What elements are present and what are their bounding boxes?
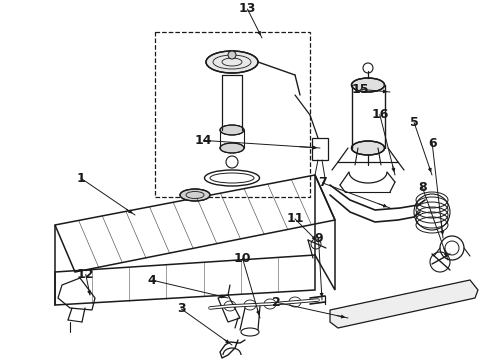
Text: 15: 15 (351, 83, 369, 96)
Ellipse shape (220, 143, 244, 153)
Text: 8: 8 (418, 181, 427, 194)
Polygon shape (330, 280, 478, 328)
Text: 13: 13 (239, 3, 256, 15)
Ellipse shape (220, 125, 244, 135)
Text: 1: 1 (76, 172, 85, 185)
Ellipse shape (206, 51, 258, 73)
Text: 10: 10 (234, 252, 251, 265)
Text: 2: 2 (272, 296, 281, 309)
Text: 11: 11 (286, 212, 304, 225)
Bar (312, 138, 328, 160)
Text: 7: 7 (318, 176, 327, 189)
Bar (155, 32, 310, 197)
Text: 16: 16 (371, 108, 389, 121)
Circle shape (228, 51, 236, 59)
Text: 12: 12 (77, 268, 95, 281)
Text: 5: 5 (410, 116, 418, 129)
Text: 3: 3 (177, 302, 186, 315)
Text: 4: 4 (147, 274, 156, 287)
Text: 9: 9 (314, 232, 323, 245)
Ellipse shape (180, 189, 210, 201)
Text: 6: 6 (428, 137, 437, 150)
Text: 14: 14 (195, 134, 212, 147)
Ellipse shape (351, 78, 385, 92)
Ellipse shape (351, 141, 385, 155)
